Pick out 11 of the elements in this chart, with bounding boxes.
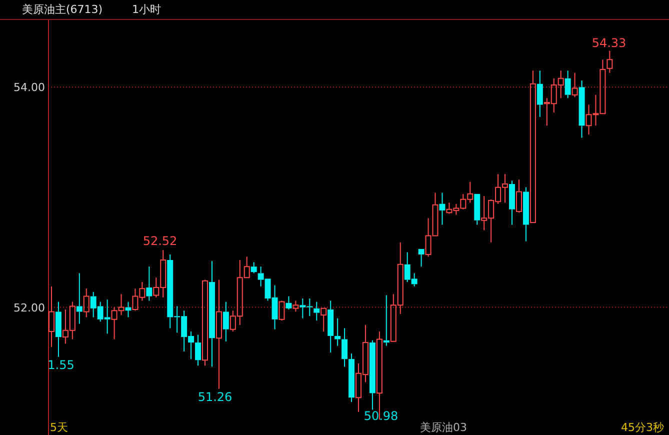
annotation: 52.52 (142, 234, 178, 248)
annotation: 45分3秒 (621, 421, 664, 434)
annotation: 1.55 (48, 358, 74, 372)
chart-title: 美原油主(6713) (22, 3, 103, 16)
annotation: 51.26 (198, 390, 232, 404)
chart-subtitle: 1小时 (132, 3, 161, 16)
y-tick-label: 52.00 (14, 301, 45, 314)
annotation: 美原油03 (420, 421, 467, 434)
y-tick-label: 54.00 (14, 81, 45, 94)
annotation: 5天 (50, 421, 68, 434)
annotation: 54.33 (592, 36, 626, 50)
